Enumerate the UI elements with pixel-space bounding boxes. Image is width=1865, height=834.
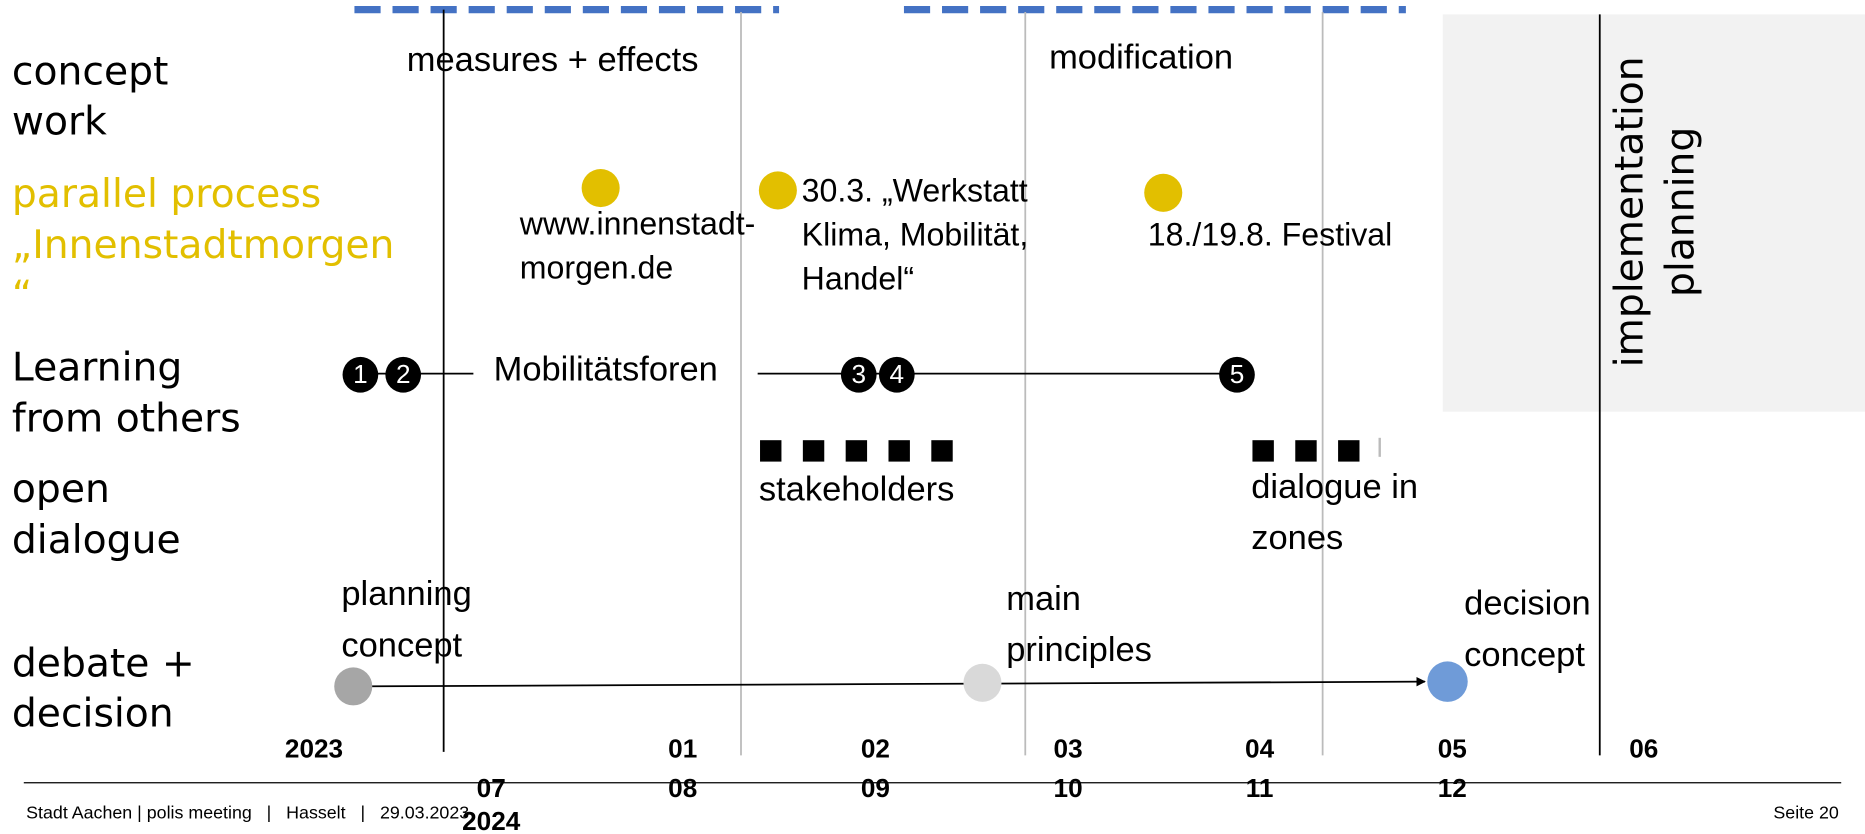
event-label: Klima, Mobilität, [802,216,1029,252]
forum-marker [878,356,915,393]
timeline-label: 03 [1054,734,1083,764]
step-dot [334,667,373,706]
phase-label: planning [1659,127,1704,297]
forum-number: 4 [890,359,905,389]
timeline-label: 09 [861,773,890,803]
dialogue-square [888,440,910,462]
event-label: Handel“ [802,260,914,296]
dialogue-square [845,440,868,462]
footer-left: Stadt Aachen | polis meeting | Hasselt |… [26,802,469,822]
event-dot [581,169,620,208]
forum-label: Mobilitätsforen [494,350,718,388]
row-label: debate + [12,642,195,687]
timeline-label: 10 [1054,773,1083,803]
row-label: dialogue [12,518,181,563]
dialogue-square [1252,440,1274,462]
decision-arrow [353,676,1426,688]
step-label: decision [1464,585,1591,623]
phase-label: measures + effects [407,41,699,79]
forum-marker [342,356,379,393]
phase-label: implementation [1607,56,1652,367]
event-label: www.innenstadt- [519,206,756,242]
step-label: planning [341,575,471,613]
row-label: “ [12,273,32,318]
row-label: from others [12,397,241,442]
timeline-label: 05 [1438,734,1467,764]
forum-number: 3 [851,359,866,389]
row-label: „Innenstadtmorgen [12,223,395,268]
timeline-label: 08 [668,773,697,803]
timeline-label: 02 [861,734,890,764]
dialogue-square [1295,440,1317,462]
timeline-label: 06 [1629,734,1658,764]
row-label: open [12,467,110,512]
timeline-label: 07 [477,773,506,803]
dialogue-square [1338,440,1360,462]
step-label: concept [1464,636,1585,674]
event-dot [758,171,797,210]
row-label: Learning [12,346,182,391]
dialogue-label: dialogue in [1251,468,1418,506]
row-label: decision [12,692,174,737]
step-dot [963,663,1002,702]
event-dot [1144,173,1183,212]
forum-number: 2 [396,359,411,389]
implementation-box [1442,14,1865,412]
row-label: concept [12,49,169,94]
timeline-label: 2023 [285,734,343,764]
dialogue-square [1378,437,1381,457]
footer-right: Seite 20 [1773,802,1839,822]
forum-marker [840,356,877,393]
phase-label: modification [1049,39,1233,77]
event-label: morgen.de [520,250,674,286]
dialogue-label: stakeholders [759,470,955,508]
timeline-label: 2024 [462,806,521,834]
step-label: main [1006,580,1081,618]
forum-marker [385,356,422,393]
step-label: concept [341,626,462,664]
timeline-label: 12 [1438,773,1467,803]
forum-marker [1219,356,1255,393]
timeline-label: 11 [1246,773,1274,803]
event-label: 18./19.8. Festival [1148,216,1393,252]
forum-number: 1 [353,359,368,389]
step-label: principles [1006,631,1152,669]
dialogue-square [760,440,782,462]
row-label: parallel process [12,172,321,217]
timeline-label: 04 [1245,734,1275,764]
dialogue-square [931,440,953,462]
row-label: work [12,99,107,144]
step-dot [1427,661,1468,702]
dialogue-square [802,440,825,462]
event-label: 30.3. „Werkstatt [802,172,1028,208]
dialogue-label: zones [1251,519,1343,557]
forum-number: 5 [1230,359,1245,389]
timeline-label: 01 [668,734,697,764]
